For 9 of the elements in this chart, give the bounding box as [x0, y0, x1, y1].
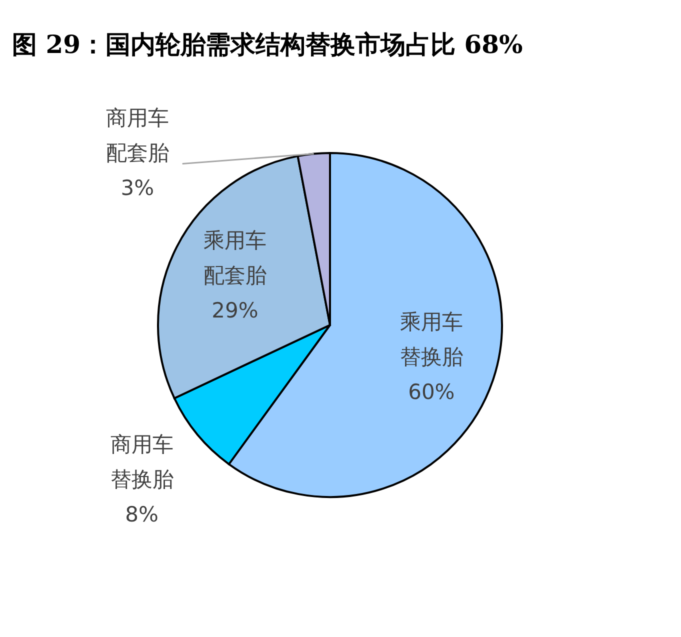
- slice-label: 乘用车替换胎: [400, 310, 463, 369]
- chart-title: 图 29：国内轮胎需求结构替换市场占比 68%: [12, 30, 523, 59]
- slice-label: 商用车配套胎: [106, 106, 169, 165]
- data-label: 8%: [125, 502, 158, 527]
- data-label: 29%: [212, 298, 258, 323]
- data-label: 60%: [408, 380, 455, 404]
- slice-label: 商用车替换胎: [110, 432, 174, 492]
- slice-label: 乘用车配套胎: [203, 228, 266, 288]
- data-label: 3%: [120, 176, 154, 200]
